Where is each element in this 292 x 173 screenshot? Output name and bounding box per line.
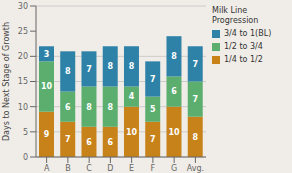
svg-text:6: 6 (107, 138, 113, 147)
svg-text:5: 5 (150, 105, 156, 114)
svg-text:8: 8 (192, 133, 198, 142)
html-text:3/4 to 1(BL): 3/4 to 1(BL) (224, 29, 272, 38)
svg-text:0: 0 (23, 153, 28, 162)
svg-text:20: 20 (18, 52, 28, 61)
html-text:Progression: Progression (212, 16, 259, 25)
svg-text:9: 9 (44, 130, 50, 139)
svg-text:8: 8 (107, 103, 113, 112)
svg-text:8: 8 (129, 62, 135, 71)
html-text:Milk Line: Milk Line (212, 6, 248, 15)
svg-text:30: 30 (18, 2, 28, 11)
svg-text:6: 6 (65, 103, 71, 112)
svg-text:F: F (151, 164, 156, 173)
svg-text:Days to Next Stage of Growth: Days to Next Stage of Growth (8, 22, 11, 141)
svg-text:10: 10 (168, 128, 180, 137)
svg-text:A: A (44, 164, 50, 173)
svg-text:5: 5 (23, 128, 28, 137)
html-text:1/4 to 1/2: 1/4 to 1/2 (224, 55, 263, 64)
svg-text:8: 8 (171, 52, 177, 61)
svg-text:7: 7 (192, 95, 198, 104)
svg-text:7: 7 (65, 135, 71, 144)
svg-text:Avg.: Avg. (187, 164, 204, 173)
svg-text:G: G (171, 164, 177, 173)
svg-text:7: 7 (86, 65, 92, 74)
svg-text:7: 7 (150, 75, 156, 84)
svg-text:10: 10 (126, 128, 138, 137)
svg-text:8: 8 (107, 62, 113, 71)
svg-text:3: 3 (44, 50, 50, 59)
svg-text:7: 7 (150, 135, 156, 144)
svg-text:10: 10 (18, 103, 28, 112)
svg-text:C: C (86, 164, 92, 173)
svg-text:E: E (129, 164, 134, 173)
svg-text:8: 8 (86, 103, 92, 112)
svg-text:B: B (65, 164, 71, 173)
svg-text:7: 7 (192, 60, 198, 69)
svg-text:10: 10 (41, 82, 53, 91)
svg-text:D: D (107, 164, 113, 173)
html-text:1/2 to 3/4: 1/2 to 3/4 (224, 42, 263, 51)
svg-text:6: 6 (171, 87, 177, 96)
svg-text:15: 15 (18, 77, 28, 86)
svg-text:25: 25 (18, 27, 28, 36)
svg-text:8: 8 (65, 67, 71, 76)
svg-text:4: 4 (129, 92, 135, 101)
svg-text:6: 6 (86, 138, 92, 147)
